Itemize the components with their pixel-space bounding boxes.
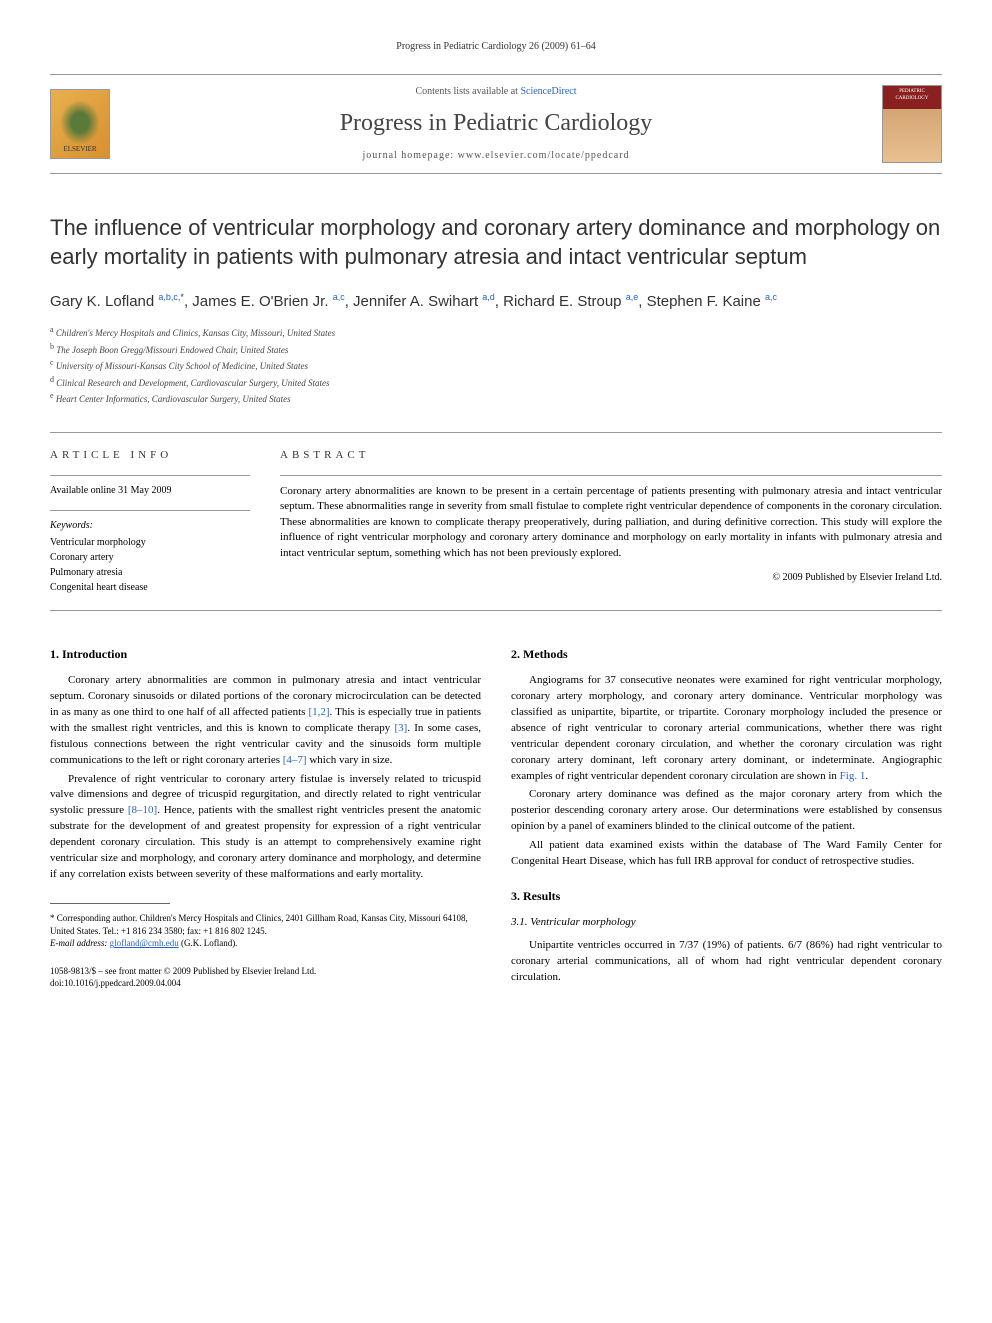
abstract-copyright: © 2009 Published by Elsevier Ireland Ltd… bbox=[280, 571, 942, 585]
elsevier-tree-icon bbox=[60, 100, 100, 145]
abstract-column: ABSTRACT Coronary artery abnormalities a… bbox=[280, 448, 942, 595]
methods-para-1: Angiograms for 37 consecutive neonates w… bbox=[511, 673, 942, 785]
affiliation-line: a Children's Mercy Hospitals and Clinics… bbox=[50, 324, 942, 341]
keyword: Congenital heart disease bbox=[50, 580, 250, 595]
author-affil-sup: a,d bbox=[482, 292, 495, 302]
affil-sup: e bbox=[50, 391, 54, 400]
running-header: Progress in Pediatric Cardiology 26 (200… bbox=[50, 40, 942, 54]
article-info-header: ARTICLE INFO bbox=[50, 448, 250, 463]
results-para-1: Unipartite ventricles occurred in 7/37 (… bbox=[511, 938, 942, 986]
article-info: ARTICLE INFO Available online 31 May 200… bbox=[50, 448, 250, 595]
contents-prefix: Contents lists available at bbox=[415, 86, 520, 97]
methods-para-2: Coronary artery dominance was defined as… bbox=[511, 787, 942, 835]
keyword: Coronary artery bbox=[50, 550, 250, 565]
affiliation-line: c University of Missouri-Kansas City Sch… bbox=[50, 357, 942, 374]
doi-line: doi:10.1016/j.ppedcard.2009.04.004 bbox=[50, 977, 481, 990]
email-suffix: (G.K. Lofland). bbox=[179, 938, 238, 948]
text: Angiograms for 37 consecutive neonates w… bbox=[511, 674, 942, 782]
results-heading: 3. Results bbox=[511, 888, 942, 905]
methods-para-3: All patient data examined exists within … bbox=[511, 838, 942, 870]
issn-line: 1058-9813/$ – see front matter © 2009 Pu… bbox=[50, 965, 481, 978]
contents-available: Contents lists available at ScienceDirec… bbox=[125, 85, 867, 99]
ref-link[interactable]: [1,2] bbox=[308, 706, 329, 718]
keyword: Ventricular morphology bbox=[50, 535, 250, 550]
journal-cover-thumbnail: PEDIATRIC CARDIOLOGY bbox=[882, 85, 942, 163]
keyword: Pulmonary atresia bbox=[50, 565, 250, 580]
elsevier-label: ELSEVIER bbox=[63, 145, 96, 155]
author-affil-sup: a,e bbox=[626, 292, 639, 302]
journal-homepage: journal homepage: www.elsevier.com/locat… bbox=[125, 149, 867, 163]
abstract-text: Coronary artery abnormalities are known … bbox=[280, 484, 942, 561]
corresponding-text: Corresponding author. Children's Mercy H… bbox=[50, 913, 468, 936]
divider bbox=[50, 510, 250, 511]
intro-heading: 1. Introduction bbox=[50, 646, 481, 663]
body-columns: 1. Introduction Coronary artery abnormal… bbox=[50, 641, 942, 990]
corresponding-author-note: * Corresponding author. Children's Mercy… bbox=[50, 912, 481, 950]
homepage-url: www.elsevier.com/locate/ppedcard bbox=[458, 150, 630, 161]
text: which vary in size. bbox=[307, 754, 393, 766]
fig-link[interactable]: Fig. 1 bbox=[840, 770, 866, 782]
author: James E. O'Brien Jr. a,c bbox=[192, 293, 344, 310]
ref-link[interactable]: [3] bbox=[395, 722, 408, 734]
author: Richard E. Stroup a,e bbox=[503, 293, 638, 310]
methods-heading: 2. Methods bbox=[511, 646, 942, 663]
journal-header: ELSEVIER Contents lists available at Sci… bbox=[50, 74, 942, 174]
intro-para-2: Prevalence of right ventricular to coron… bbox=[50, 772, 481, 884]
cover-text: PEDIATRIC CARDIOLOGY bbox=[895, 89, 928, 101]
corresponding-star-icon: * bbox=[180, 292, 184, 302]
text: . bbox=[865, 770, 868, 782]
affil-sup: b bbox=[50, 342, 54, 351]
divider bbox=[280, 475, 942, 476]
journal-name: Progress in Pediatric Cardiology bbox=[125, 107, 867, 141]
ref-link[interactable]: [4–7] bbox=[283, 754, 307, 766]
header-center: Contents lists available at ScienceDirec… bbox=[125, 85, 867, 163]
star-icon: * bbox=[50, 913, 55, 923]
author-affil-sup: a,c bbox=[765, 292, 777, 302]
footer-meta: 1058-9813/$ – see front matter © 2009 Pu… bbox=[50, 965, 481, 990]
affiliation-line: d Clinical Research and Development, Car… bbox=[50, 374, 942, 391]
right-column: 2. Methods Angiograms for 37 consecutive… bbox=[511, 641, 942, 990]
homepage-prefix: journal homepage: bbox=[362, 150, 457, 161]
affiliation-line: e Heart Center Informatics, Cardiovascul… bbox=[50, 390, 942, 407]
author-list: Gary K. Lofland a,b,c,*, James E. O'Brie… bbox=[50, 291, 942, 312]
email-label: E-mail address: bbox=[50, 938, 110, 948]
results-subheading: 3.1. Ventricular morphology bbox=[511, 915, 942, 930]
affiliations: a Children's Mercy Hospitals and Clinics… bbox=[50, 324, 942, 407]
author: Stephen F. Kaine a,c bbox=[647, 293, 777, 310]
left-column: 1. Introduction Coronary artery abnormal… bbox=[50, 641, 481, 990]
affiliation-line: b The Joseph Boon Gregg/Missouri Endowed… bbox=[50, 341, 942, 358]
email-link[interactable]: glofland@cmh.edu bbox=[110, 938, 179, 948]
article-title: The influence of ventricular morphology … bbox=[50, 214, 942, 271]
sciencedirect-link[interactable]: ScienceDirect bbox=[520, 86, 576, 97]
info-abstract-row: ARTICLE INFO Available online 31 May 200… bbox=[50, 432, 942, 611]
author: Jennifer A. Swihart a,d bbox=[353, 293, 495, 310]
affil-sup: d bbox=[50, 375, 54, 384]
author-affil-sup: a,c bbox=[333, 292, 345, 302]
divider bbox=[50, 475, 250, 476]
available-online: Available online 31 May 2009 bbox=[50, 484, 250, 498]
elsevier-logo: ELSEVIER bbox=[50, 89, 110, 159]
abstract-header: ABSTRACT bbox=[280, 448, 942, 463]
keywords-list: Ventricular morphologyCoronary arteryPul… bbox=[50, 535, 250, 595]
author: Gary K. Lofland a,b,c,* bbox=[50, 293, 184, 310]
affil-sup: a bbox=[50, 325, 54, 334]
affil-sup: c bbox=[50, 358, 54, 367]
ref-link[interactable]: [8–10] bbox=[128, 804, 157, 816]
author-affil-sup: a,b,c, bbox=[158, 292, 180, 302]
intro-para-1: Coronary artery abnormalities are common… bbox=[50, 673, 481, 769]
footnote-divider bbox=[50, 903, 170, 904]
keywords-label: Keywords: bbox=[50, 519, 250, 533]
